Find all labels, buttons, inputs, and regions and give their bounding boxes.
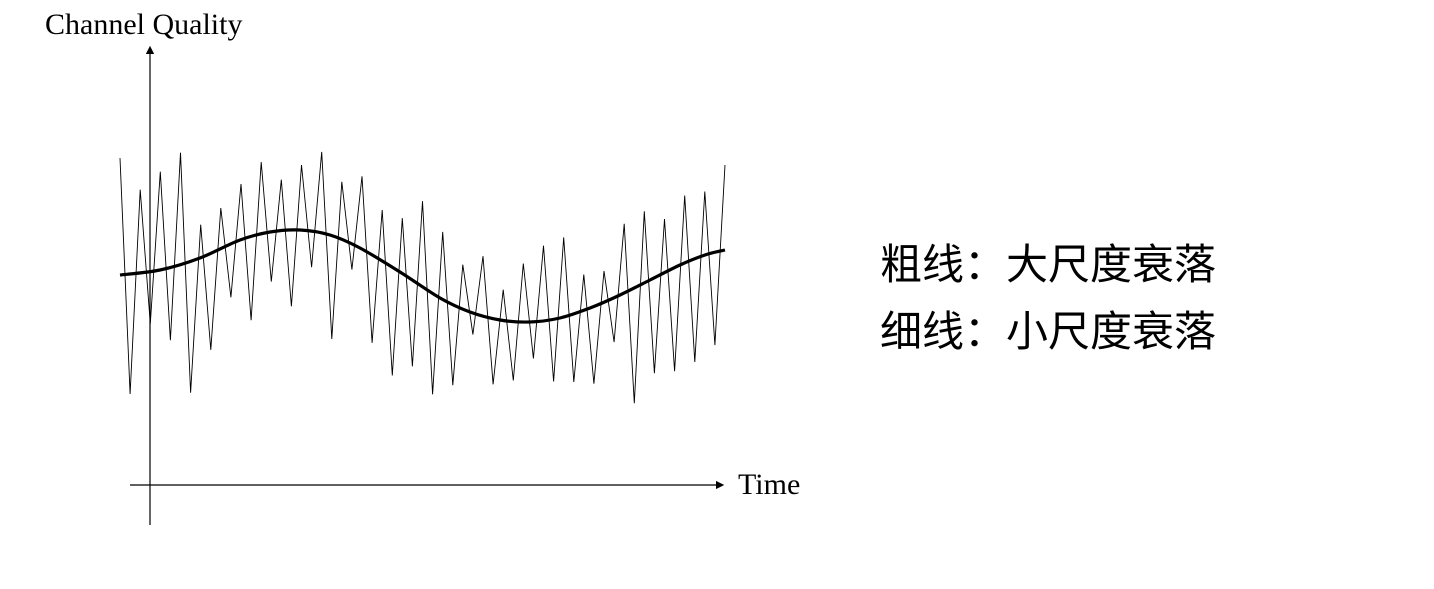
figure-container: Channel Quality Time 粗线：大尺度衰落 细线：小尺度衰落 xyxy=(0,0,1434,589)
legend: 粗线：大尺度衰落 细线：小尺度衰落 xyxy=(880,231,1216,359)
large-scale-fading-line xyxy=(120,230,725,322)
legend-thick-label: 粗线：大尺度衰落 xyxy=(880,231,1216,292)
x-axis-label: Time xyxy=(738,468,800,502)
chart-area: Channel Quality Time xyxy=(0,0,820,589)
legend-thin-label: 细线：小尺度衰落 xyxy=(880,298,1216,359)
small-scale-fading-line xyxy=(120,152,725,403)
fading-plot xyxy=(100,40,760,560)
y-axis-label: Channel Quality xyxy=(45,8,242,42)
